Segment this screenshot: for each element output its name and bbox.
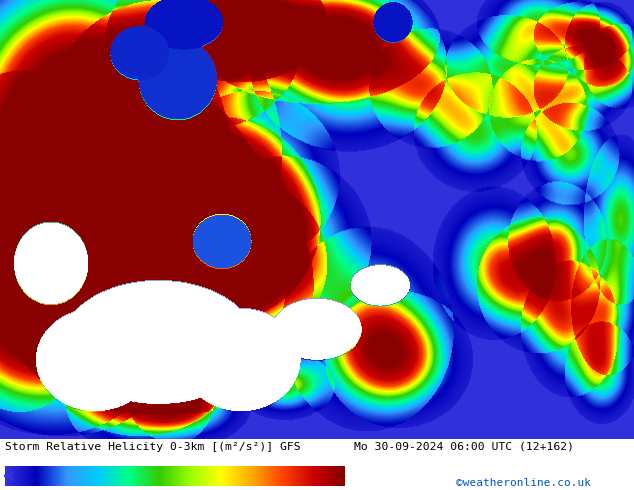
Text: Mo 30-09-2024 06:00 UTC (12+162): Mo 30-09-2024 06:00 UTC (12+162) xyxy=(354,442,574,452)
Text: Storm Relative Helicity 0-3km [(m²/s²)] GFS: Storm Relative Helicity 0-3km [(m²/s²)] … xyxy=(5,442,301,452)
Text: ©weatheronline.co.uk: ©weatheronline.co.uk xyxy=(456,478,592,488)
